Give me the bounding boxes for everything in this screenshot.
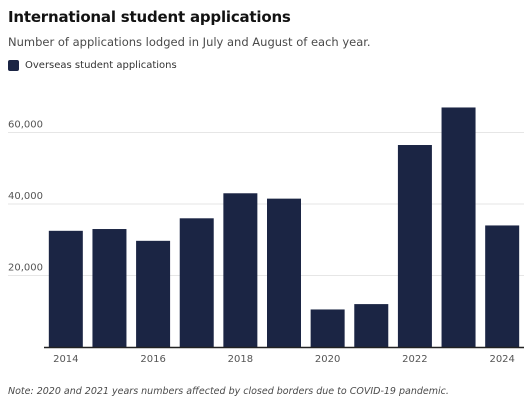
- chart-title: International student applications: [8, 8, 291, 26]
- legend: Overseas student applications: [8, 60, 177, 71]
- bar-2021: [354, 304, 389, 347]
- x-tick-label: 2024: [489, 354, 514, 365]
- bar-2022: [397, 145, 432, 347]
- y-tick-label: 60,000: [8, 120, 43, 131]
- bar-2014: [48, 230, 83, 347]
- bar-2023: [441, 107, 476, 347]
- y-tick-label: 20,000: [8, 263, 43, 274]
- axes: 2014 2016 2018 2020 2022 2024: [44, 346, 524, 365]
- bar-2016: [136, 240, 171, 347]
- chart-note: Note: 2020 and 2021 years numbers affect…: [8, 386, 449, 397]
- x-tick-label: 2014: [53, 354, 78, 365]
- y-tick-label: 40,000: [8, 191, 43, 202]
- chart-subtitle: Number of applications lodged in July an…: [8, 35, 371, 49]
- bar-2015: [92, 229, 127, 347]
- bar-2020: [310, 309, 345, 347]
- bar-2017: [179, 218, 214, 347]
- x-tick-label: 2018: [228, 354, 253, 365]
- x-tick-label: 2020: [315, 354, 340, 365]
- legend-swatch: [8, 60, 19, 71]
- bar-2019: [267, 198, 301, 347]
- bar-2018: [223, 193, 258, 347]
- bars: [48, 107, 520, 347]
- bar-2024: [485, 225, 520, 347]
- x-tick-label: 2016: [140, 354, 165, 365]
- x-tick-label: 2022: [402, 354, 427, 365]
- legend-label: Overseas student applications: [25, 60, 177, 71]
